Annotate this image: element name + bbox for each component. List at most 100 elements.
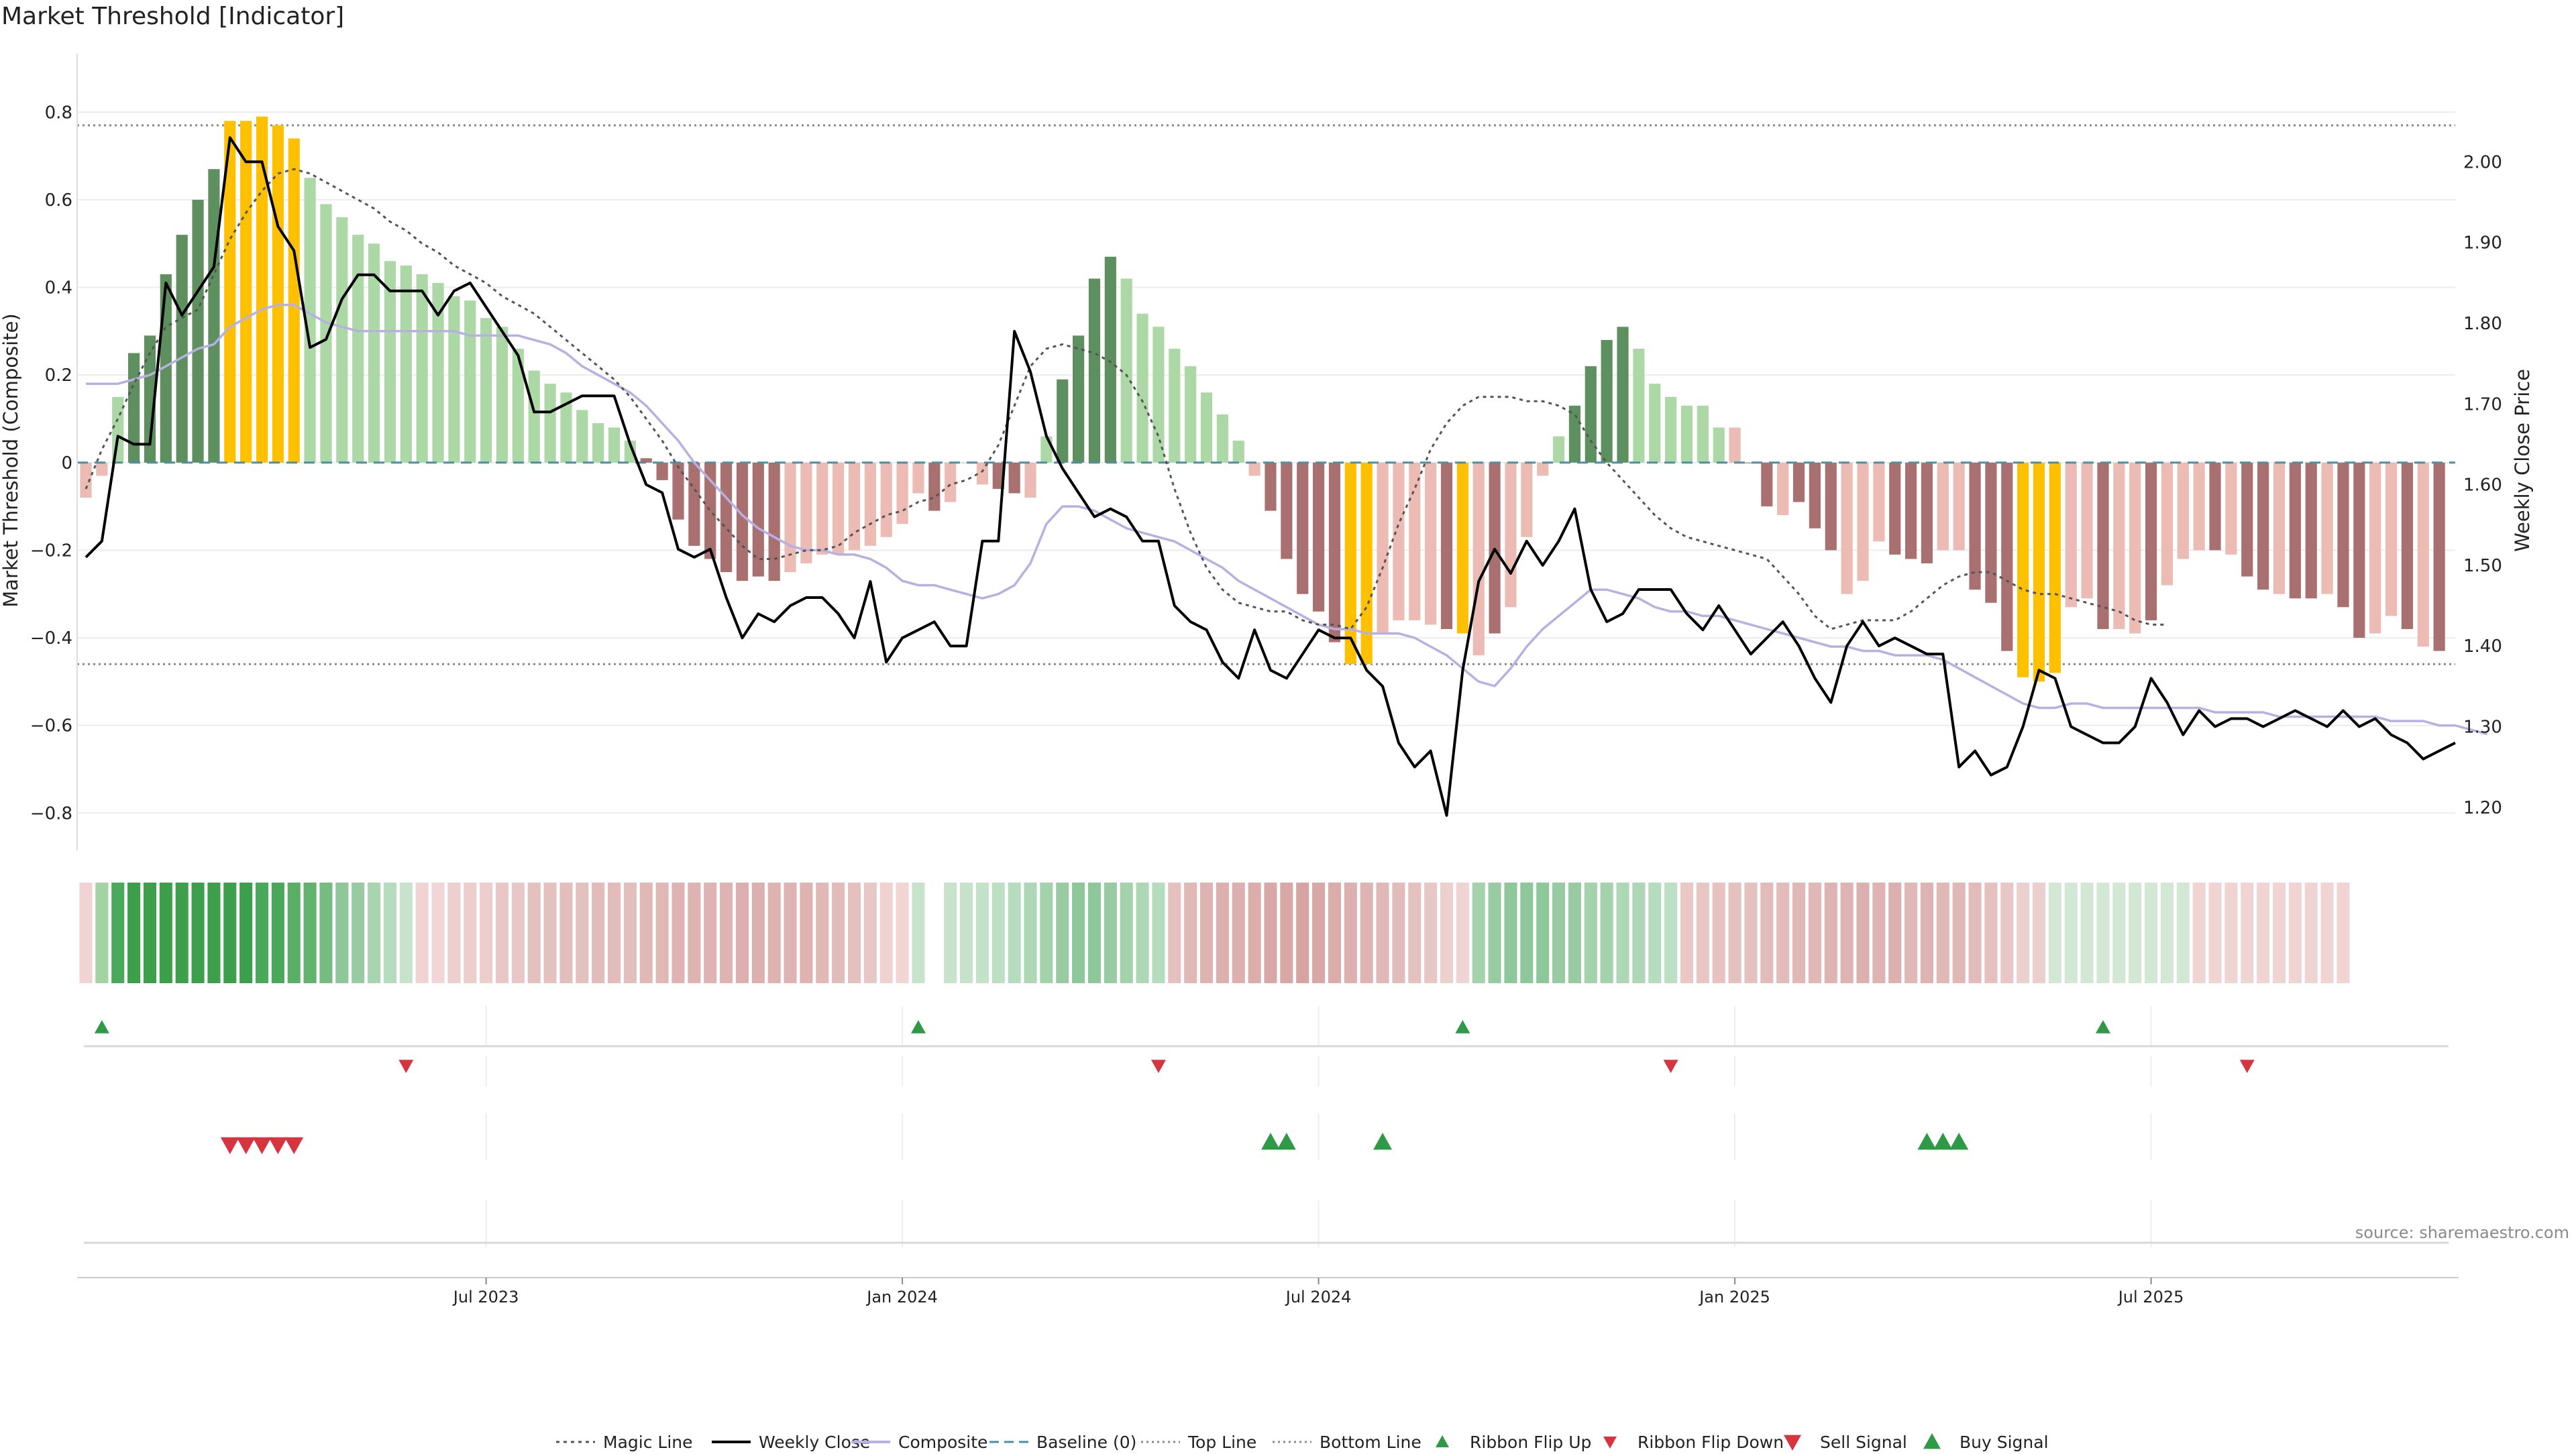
threshold-bar <box>1008 462 1020 494</box>
threshold-bar <box>1393 462 1405 620</box>
ribbon-cell <box>639 883 653 983</box>
ribbon-cell <box>1552 883 1566 983</box>
right-tick-label: 1.80 <box>2463 314 2502 334</box>
threshold-bar <box>1777 462 1789 516</box>
ribbon-cell <box>1760 883 1774 983</box>
left-tick-label: −0.2 <box>30 541 72 561</box>
threshold-bar <box>288 138 300 463</box>
right-tick-label: 1.50 <box>2463 556 2502 576</box>
threshold-bar <box>624 441 636 463</box>
ribbon-cell <box>239 883 253 983</box>
threshold-bar <box>608 427 621 463</box>
ribbon-cell <box>2160 883 2174 983</box>
ribbon-flip-up-marker <box>1455 1020 1470 1033</box>
threshold-bar <box>1328 462 1341 642</box>
threshold-bar <box>1841 462 1853 594</box>
ribbon-cell <box>1904 883 1918 983</box>
threshold-bar <box>576 410 588 463</box>
left-tick-label: 0.2 <box>45 366 72 386</box>
ribbon-cell <box>1568 883 1581 983</box>
x-tick-label: Jan 2025 <box>1698 1288 1770 1306</box>
source-note: source: sharemaestro.com <box>2355 1223 2569 1242</box>
ribbon-cell <box>928 883 941 983</box>
ribbon-cell <box>559 883 573 983</box>
threshold-bar <box>240 121 252 463</box>
threshold-bar <box>144 335 156 463</box>
threshold-bar <box>1889 462 1901 555</box>
ribbon-cell <box>1440 883 1454 983</box>
threshold-bar <box>1792 462 1805 502</box>
threshold-bar <box>2305 462 2317 599</box>
threshold-bar <box>128 353 140 463</box>
threshold-bar <box>96 462 108 476</box>
legend-label: Bottom Line <box>1320 1433 1421 1452</box>
ribbon-cell <box>159 883 172 983</box>
right-tick-label: 2.00 <box>2463 152 2502 172</box>
ribbon-layer <box>79 883 2350 983</box>
ribbon-cell <box>1136 883 1149 983</box>
right-tick-label: 1.70 <box>2463 394 2502 414</box>
threshold-bar <box>720 462 733 573</box>
threshold-bar <box>2353 462 2365 638</box>
threshold-bar <box>2097 462 2109 629</box>
legend-swatch-up-triangle <box>1923 1433 1941 1449</box>
buy-signal-marker <box>1277 1133 1296 1150</box>
sell-signal-marker <box>268 1137 288 1154</box>
threshold-bar <box>352 235 364 463</box>
threshold-bar <box>272 125 284 463</box>
threshold-bar <box>848 462 861 551</box>
ribbon-cell <box>1616 883 1629 983</box>
threshold-bar <box>1873 462 1885 542</box>
ribbon-cell <box>447 883 461 983</box>
ribbon-cell <box>1536 883 1550 983</box>
ribbon-cell <box>1344 883 1357 983</box>
ribbon-cell <box>543 883 557 983</box>
threshold-bar <box>528 370 540 463</box>
threshold-bar <box>1537 462 1549 476</box>
ribbon-cell <box>1184 883 1197 983</box>
ribbon-cell <box>1664 883 1678 983</box>
ribbon-cell <box>576 883 589 983</box>
chart-title: Market Threshold [Indicator] <box>1 3 345 30</box>
ribbon-cell <box>319 883 333 983</box>
ribbon-cell <box>2017 883 2030 983</box>
sell-signal-marker <box>236 1137 256 1154</box>
threshold-bar <box>1057 379 1069 463</box>
threshold-bar <box>1985 462 1997 603</box>
threshold-bar <box>1937 462 1949 551</box>
threshold-bar <box>464 300 476 463</box>
ribbon-cell <box>1360 883 1373 983</box>
threshold-bar <box>1136 313 1148 463</box>
ribbon-cell <box>95 883 109 983</box>
threshold-bar <box>1425 462 1437 625</box>
threshold-bar <box>1585 366 1597 463</box>
ribbon-cell <box>879 883 893 983</box>
ribbon-cell <box>111 883 125 983</box>
lines-layer <box>77 136 2488 817</box>
threshold-bar <box>833 462 845 555</box>
threshold-bar <box>1617 327 1629 463</box>
threshold-bar <box>1104 256 1116 463</box>
threshold-bar <box>336 217 348 463</box>
ribbon-cell <box>1680 883 1694 983</box>
threshold-bar <box>704 462 716 559</box>
ribbon-cell <box>1696 883 1709 983</box>
ribbon-cell <box>1376 883 1389 983</box>
threshold-bar <box>1040 436 1053 463</box>
legend-item: Ribbon Flip Down <box>1603 1433 1784 1452</box>
right-tick-label: 1.30 <box>2463 718 2502 738</box>
ribbon-flip-up-marker <box>910 1020 926 1033</box>
ribbon-cell <box>1296 883 1309 983</box>
right-tick-label: 1.90 <box>2463 233 2502 254</box>
ribbon-cell <box>1952 883 1966 983</box>
threshold-bar <box>1505 462 1517 608</box>
ribbon-cell <box>832 883 845 983</box>
threshold-bar <box>2161 462 2174 585</box>
ribbon-cell <box>592 883 605 983</box>
threshold-bar <box>1185 366 1197 463</box>
left-tick-label: 0.4 <box>45 278 72 298</box>
ribbon-cell <box>2176 883 2190 983</box>
threshold-bar <box>768 462 780 581</box>
threshold-bar <box>368 243 380 463</box>
threshold-bar <box>304 178 316 463</box>
